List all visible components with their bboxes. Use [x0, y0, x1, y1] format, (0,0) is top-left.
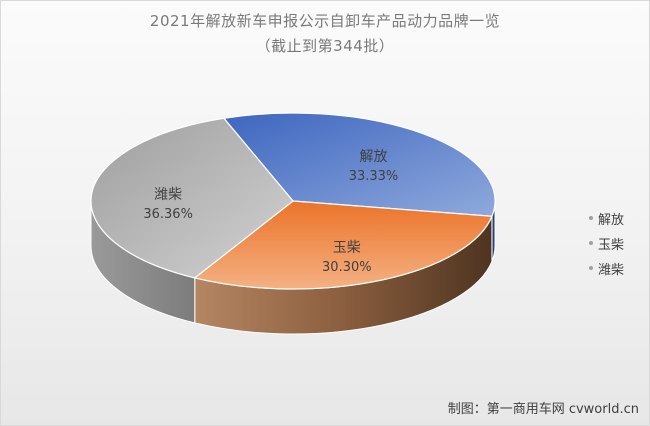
legend-marker-icon [589, 216, 593, 220]
slice-percent-label: 33.33% [348, 169, 399, 185]
chart-legend: 解放 玉柴 潍柴 [589, 206, 624, 281]
pie-slice [193, 200, 493, 290]
slice-percent-label: 30.30% [322, 260, 372, 276]
chart-title: 2021年解放新车申报公示自卸车产品动力品牌一览 [149, 12, 501, 30]
chart-subtitle: （截止到第344批） [255, 37, 395, 55]
legend-item-jiefang: 解放 [589, 206, 624, 230]
pie-slice [90, 117, 294, 279]
slice-name-label: 玉柴 [332, 240, 361, 257]
legend-label: 潍柴 [598, 262, 625, 278]
slice-name-label: 潍柴 [154, 186, 183, 203]
slice-data-label: 潍柴 36.36% [143, 185, 193, 225]
legend-marker-icon [589, 241, 593, 245]
legend-item-weichai: 潍柴 [589, 256, 624, 280]
legend-item-yuchai: 玉柴 [589, 231, 624, 255]
legend-label: 玉柴 [598, 237, 625, 253]
slice-percent-label: 36.36% [143, 206, 193, 222]
chart-credit: 制图：第一商用车网 cvworld.cn [447, 402, 639, 417]
pie-slice [222, 112, 496, 217]
legend-marker-icon [589, 266, 593, 270]
slice-data-label: 玉柴 30.30% [322, 238, 372, 278]
slice-data-label: 解放 33.33% [349, 147, 399, 187]
legend-label: 解放 [598, 212, 625, 228]
slice-name-label: 解放 [359, 149, 388, 166]
